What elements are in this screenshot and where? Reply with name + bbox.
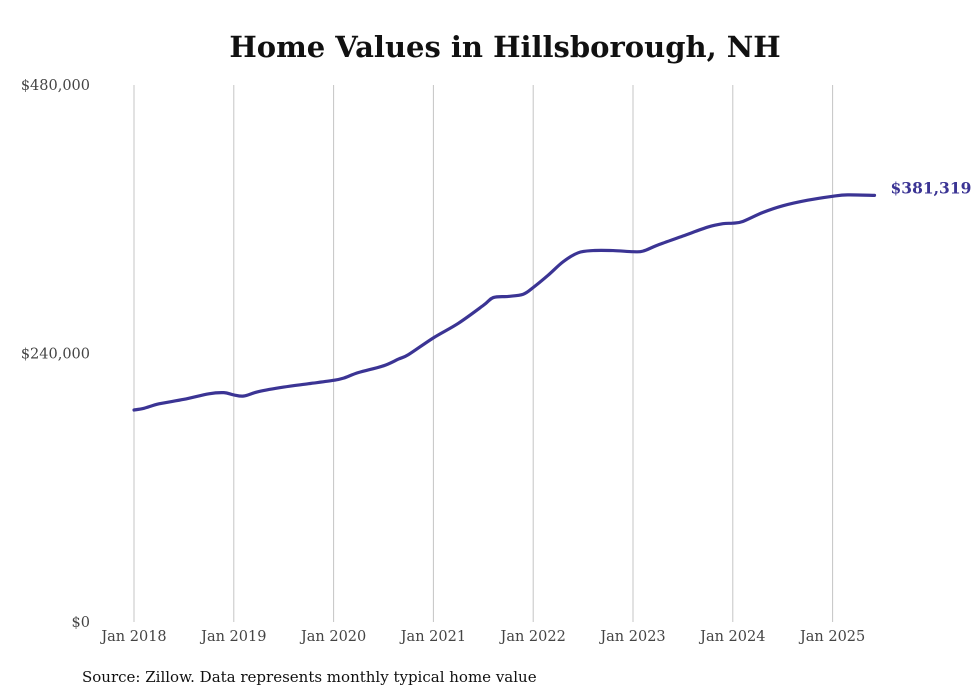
x-tick-label: Jan 2020	[299, 629, 366, 645]
x-tick-label: Jan 2018	[99, 629, 166, 645]
x-tick-label: Jan 2019	[199, 629, 266, 645]
y-tick-label: $480,000	[21, 78, 90, 94]
source-note: Source: Zillow. Data represents monthly …	[82, 668, 537, 686]
x-tick-label: Jan 2022	[499, 629, 566, 645]
x-tick-label: Jan 2021	[399, 629, 466, 645]
x-tick-label: Jan 2023	[598, 629, 665, 645]
x-tick-label: Jan 2024	[698, 629, 765, 645]
series-line	[132, 193, 877, 412]
chart-title: Home Values in Hillsborough, NH	[229, 30, 781, 64]
y-tick-label: $240,000	[21, 347, 90, 363]
x-tick-label: Jan 2025	[798, 629, 865, 645]
y-tick-label: $0	[72, 615, 90, 631]
end-value-label: $381,319	[891, 178, 972, 197]
